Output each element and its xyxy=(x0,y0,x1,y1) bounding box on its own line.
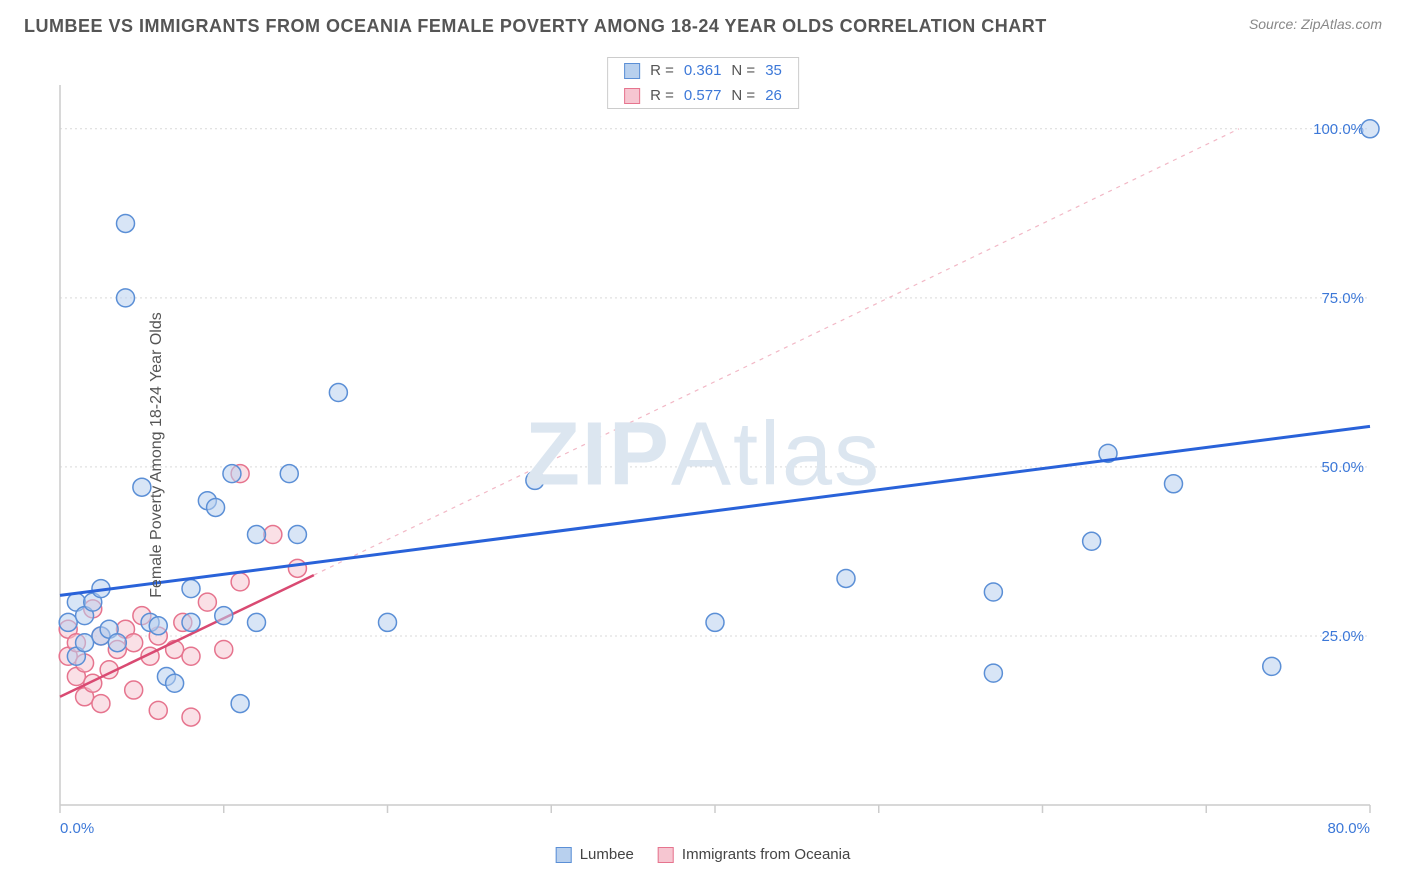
chart-header: LUMBEE VS IMMIGRANTS FROM OCEANIA FEMALE… xyxy=(0,0,1406,45)
correlation-legend: R = 0.361 N = 35 R = 0.577 N = 26 xyxy=(607,57,799,109)
scatter-plot-svg: 25.0% 50.0% 75.0% 100.0% 0.0% 80.0% xyxy=(0,45,1406,865)
legend-item-lumbee: Lumbee xyxy=(556,846,634,863)
swatch-lumbee-bottom xyxy=(556,847,572,863)
chart-area: ZIPAtlas Female Poverty Among 18-24 Year… xyxy=(0,45,1406,865)
swatch-lumbee xyxy=(624,63,640,79)
svg-text:100.0%: 100.0% xyxy=(1313,121,1364,138)
svg-text:75.0%: 75.0% xyxy=(1321,290,1364,307)
series-legend: Lumbee Immigrants from Oceania xyxy=(556,846,851,863)
swatch-oceania xyxy=(624,88,640,104)
legend-row-oceania: R = 0.577 N = 26 xyxy=(608,83,798,108)
legend-item-oceania: Immigrants from Oceania xyxy=(658,846,850,863)
chart-source: Source: ZipAtlas.com xyxy=(1249,16,1382,32)
svg-text:50.0%: 50.0% xyxy=(1321,459,1364,476)
legend-row-lumbee: R = 0.361 N = 35 xyxy=(608,58,798,83)
y-axis-label: Female Poverty Among 18-24 Year Olds xyxy=(148,312,166,598)
svg-text:0.0%: 0.0% xyxy=(60,820,94,837)
svg-text:25.0%: 25.0% xyxy=(1321,628,1364,645)
chart-title: LUMBEE VS IMMIGRANTS FROM OCEANIA FEMALE… xyxy=(24,16,1047,37)
svg-text:80.0%: 80.0% xyxy=(1327,820,1370,837)
swatch-oceania-bottom xyxy=(658,847,674,863)
